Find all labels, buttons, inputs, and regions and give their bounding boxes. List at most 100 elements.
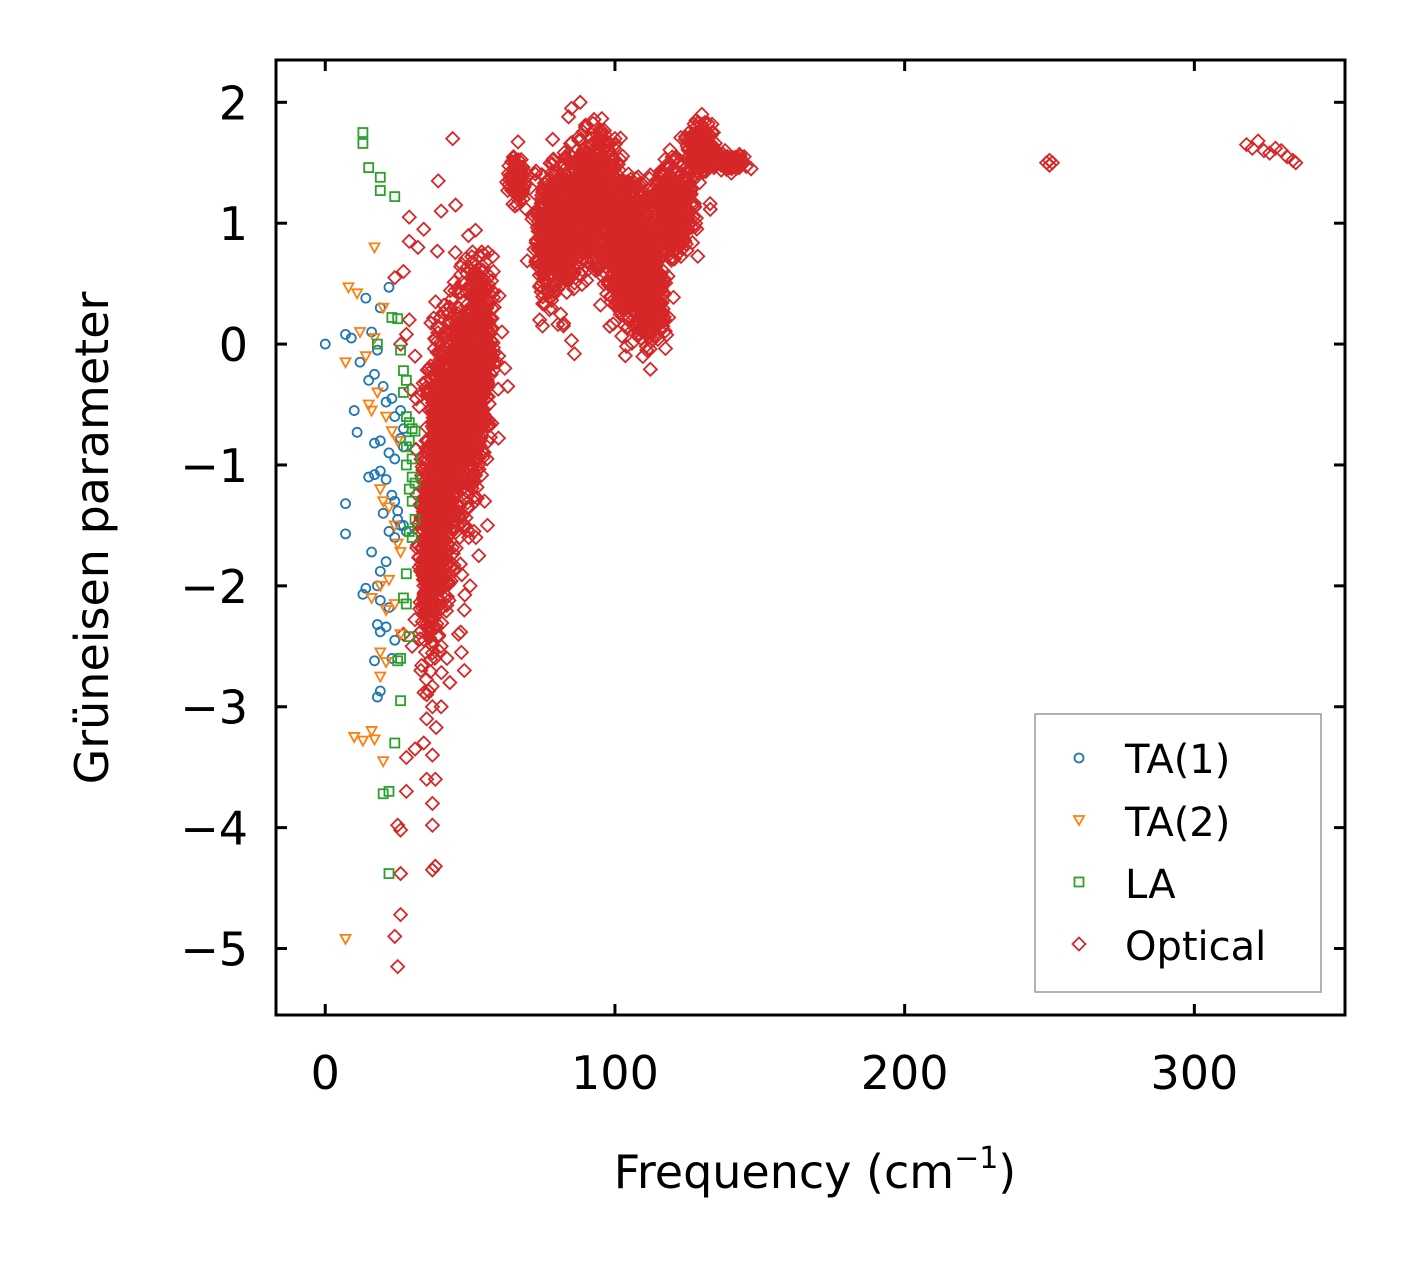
optical-cloud-point — [444, 410, 461, 427]
optical-cloud-point — [568, 216, 585, 233]
optical-cloud-point — [541, 179, 558, 195]
optical-cloud-point — [655, 275, 671, 291]
optical-cloud-point — [438, 301, 455, 317]
optical-cloud-point — [569, 141, 586, 158]
optical-cloud-point — [421, 478, 437, 494]
optical-cloud-point — [570, 132, 587, 149]
optical-cloud-point — [544, 241, 561, 258]
optical-cloud-point — [445, 545, 462, 562]
optical-cloud-point — [453, 449, 469, 466]
optical-cloud-point — [553, 200, 569, 216]
optical-cloud-point — [560, 242, 576, 259]
optical-cloud-point — [425, 310, 442, 326]
optical-cloud-point — [501, 172, 518, 188]
optical-cloud-point — [587, 164, 603, 180]
optical-cloud-point — [632, 226, 648, 242]
optical-cloud-point — [544, 131, 561, 148]
optical-cloud-point — [460, 279, 476, 295]
optical-cloud-point — [433, 427, 450, 443]
optical-cloud-point — [609, 191, 626, 207]
optical-cloud-point — [444, 539, 461, 556]
optical-cloud-point — [632, 247, 649, 263]
optical-cloud-point — [420, 603, 436, 620]
optical-cloud-point — [573, 254, 589, 270]
optical-cloud-point — [428, 458, 445, 475]
optical-cloud-point — [627, 290, 644, 307]
optical-cloud-point — [434, 394, 450, 411]
optical-cloud-point — [560, 163, 576, 179]
optical-cloud-point — [464, 350, 481, 366]
optical-cloud-point — [581, 189, 597, 205]
optical-cloud-point — [445, 485, 462, 502]
optical-cloud-point — [650, 331, 666, 348]
optical-cloud-point — [531, 267, 548, 283]
optical-cloud-point — [507, 168, 524, 185]
series-optical — [387, 94, 1304, 975]
optical-cloud-point — [423, 579, 440, 595]
optical-cloud-point — [451, 414, 468, 430]
optical-cloud-point — [542, 196, 558, 213]
optical-cloud-point — [622, 171, 639, 188]
optical-cloud-point — [576, 164, 593, 181]
optical-cloud-point — [539, 210, 556, 227]
optical-cloud-point — [617, 220, 633, 237]
optical-cloud-point — [617, 347, 634, 364]
optical-cloud-point — [617, 209, 634, 226]
optical-cloud-point — [471, 385, 488, 401]
optical-cloud-point — [535, 181, 551, 198]
optical-cloud-point — [452, 327, 469, 344]
optical-cloud-point — [656, 309, 672, 325]
optical-cloud-point — [466, 523, 482, 540]
optical-cloud-point — [422, 556, 438, 572]
optical-cloud-point — [427, 650, 443, 666]
optical-cloud-point — [571, 154, 587, 171]
data-marks — [319, 94, 1304, 975]
optical-cloud-point — [418, 483, 435, 499]
optical-cloud-point — [469, 490, 485, 506]
optical-cloud-point — [457, 587, 473, 603]
optical-cloud-point — [614, 250, 630, 266]
optical-cloud-point — [420, 548, 436, 564]
optical-cloud-point — [419, 387, 436, 403]
optical-cloud-point — [453, 256, 470, 273]
optical-cloud-point — [421, 382, 438, 398]
optical-cloud-point — [466, 268, 483, 285]
optical-cloud-point — [423, 561, 440, 578]
optical-cloud-point — [453, 504, 470, 521]
optical-cloud-point — [536, 168, 552, 185]
optical-cloud-point — [449, 479, 465, 496]
optical-cloud-point — [586, 111, 602, 128]
optical-cloud-point — [509, 184, 525, 200]
optical-cloud-point — [415, 565, 431, 581]
optical-cloud-point — [601, 318, 618, 335]
optical-cloud-point — [464, 430, 480, 446]
optical-cloud-point — [462, 469, 478, 486]
optical-cloud-point — [439, 458, 455, 475]
optical-cloud-point — [424, 464, 441, 480]
optical-cloud-point — [541, 267, 558, 284]
optical-cloud-point — [657, 340, 674, 357]
optical-cloud-point — [413, 657, 430, 674]
optical-cloud-point — [595, 231, 611, 247]
optical-cloud-point — [476, 370, 492, 387]
optical-cloud-point — [572, 244, 589, 260]
optical-cloud-point — [456, 443, 473, 460]
optical-cloud-point — [458, 403, 475, 419]
optical-cloud-point — [592, 297, 609, 313]
optical-cloud-point — [451, 300, 467, 316]
optical-cloud-point — [606, 140, 623, 157]
optical-cloud-point — [464, 480, 480, 497]
optical-cloud-point — [533, 242, 550, 258]
optical-cloud-point — [545, 247, 561, 263]
optical-cloud-point — [612, 299, 629, 316]
optical-cloud-point — [505, 196, 521, 212]
optical-cloud-point — [564, 165, 581, 182]
optical-cloud-point — [453, 266, 469, 283]
optical-cloud-point — [628, 304, 645, 320]
optical-cloud-point — [419, 445, 435, 462]
optical-cloud-point — [635, 276, 652, 293]
optical-cloud-point — [616, 317, 632, 334]
optical-cloud-point — [408, 391, 425, 407]
optical-cloud-point — [632, 320, 649, 337]
optical-cloud-point — [474, 342, 490, 358]
